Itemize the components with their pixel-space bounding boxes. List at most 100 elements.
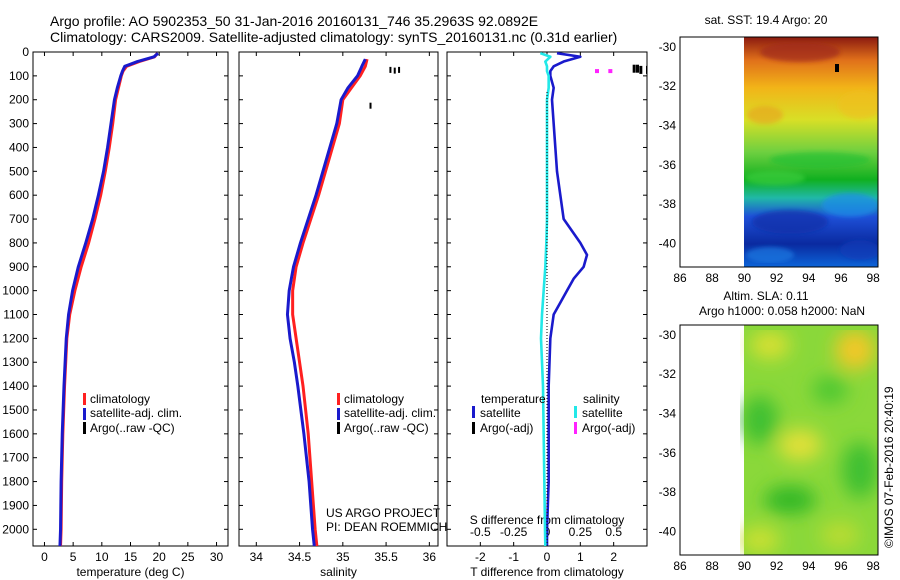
x-tick-label: 1 — [577, 550, 584, 564]
legend-argo-swatch — [83, 422, 86, 434]
sla-map: Altim. SLA: 0.11 Argo h1000: 0.058 h2000… — [679, 289, 879, 556]
series-line — [539, 52, 552, 546]
map-x-tick-label: 94 — [802, 559, 816, 573]
map-x-tick-label: 86 — [673, 271, 687, 285]
difference-legend: temperature salinity satellite Argo(-adj… — [472, 392, 635, 435]
argo-t-point — [636, 64, 639, 73]
y-tick-label: 300 — [9, 117, 29, 131]
legend-satellite-label: satellite-adj. clim. — [90, 406, 182, 420]
series-line — [291, 58, 369, 546]
y-tick-label: 1400 — [2, 379, 29, 393]
sla-map-subtitle: Argo h1000: 0.058 h2000: NaN — [699, 304, 865, 318]
top-tick-label: 0.25 — [569, 525, 593, 539]
map-x-tick-label: 96 — [834, 271, 848, 285]
y-tick-label: 1100 — [3, 308, 29, 322]
map-y-tick-label: -30 — [659, 40, 677, 54]
y-tick-label: 700 — [9, 212, 29, 226]
top-tick-label: -0.25 — [500, 525, 528, 539]
map-y-tick-label: -34 — [659, 118, 677, 132]
legend-climatology-swatch — [337, 393, 340, 405]
y-tick-label: 600 — [9, 188, 29, 202]
x-tick-label: 25 — [181, 550, 195, 564]
map-x-tick-label: 90 — [738, 559, 752, 573]
temperature-legend: climatology satellite-adj. clim. Argo(..… — [83, 392, 182, 435]
salinity-panel — [238, 51, 439, 547]
sla-texture — [740, 330, 878, 554]
argo-point — [369, 102, 372, 109]
argo-s-point — [595, 69, 599, 74]
legend-s-argo-label: Argo(-adj) — [582, 421, 635, 435]
x-tick-label: 35 — [336, 550, 350, 564]
salinity-legend: climatology satellite-adj. clim. Argo(..… — [337, 392, 436, 435]
series-line — [58, 52, 160, 546]
legend-satellite-swatch — [83, 408, 86, 420]
legend-s-satellite-label: satellite — [582, 406, 623, 420]
x-axis-label: temperature (deg C) — [76, 565, 184, 579]
credit-project: US ARGO PROJECT — [326, 506, 441, 520]
map-x-tick-label: 90 — [738, 271, 752, 285]
argo-point — [398, 66, 401, 73]
sst-map-title: sat. SST: 19.4 Argo: 20 — [705, 13, 828, 27]
header-line-2: Climatology: CARS2009. Satellite-adjuste… — [50, 29, 617, 45]
series-line — [285, 58, 367, 546]
y-tick-label: 1300 — [2, 355, 29, 369]
sst-map: sat. SST: 19.4 Argo: 20 — [679, 13, 879, 268]
argo-t-point — [639, 65, 643, 74]
legend-satellite-swatch — [337, 408, 340, 420]
map-x-tick-label: 98 — [866, 559, 880, 573]
header-line-1: Argo profile: AO 5902353_50 31-Jan-2016 … — [50, 13, 538, 29]
map-x-tick-label: 88 — [706, 271, 720, 285]
argo-s-point — [608, 69, 613, 74]
legend-argo-label: Argo(..raw -QC) — [344, 421, 429, 435]
legend-temperature-title: temperature — [481, 392, 546, 406]
legend-t-argo-label: Argo(-adj) — [480, 421, 533, 435]
map-y-tick-label: -40 — [659, 236, 677, 250]
legend-argo-swatch — [337, 422, 340, 434]
map-y-tick-label: -38 — [659, 485, 677, 499]
top-tick-label: 0.5 — [605, 525, 622, 539]
y-tick-label: 100 — [9, 69, 29, 83]
top-tick-label: -0.5 — [470, 525, 491, 539]
map-x-tick-label: 86 — [673, 559, 687, 573]
legend-t-argo-swatch — [472, 422, 475, 434]
x-tick-label: 15 — [124, 550, 138, 564]
x-tick-label: 0 — [41, 550, 48, 564]
map-x-tick-label: 98 — [866, 271, 880, 285]
legend-salinity-title: salinity — [583, 392, 620, 406]
argo-point — [393, 67, 396, 74]
y-tick-label: 1200 — [2, 331, 29, 345]
x-axis-label: salinity — [320, 565, 357, 579]
sst-argo-marker — [835, 64, 839, 72]
credit-pi: PI: DEAN ROEMMICH — [326, 520, 447, 534]
map-y-tick-label: -36 — [659, 158, 677, 172]
legend-s-argo-swatch — [574, 422, 577, 434]
x-tick-label: -2 — [475, 550, 486, 564]
timestamp: ©IMOS 07-Feb-2016 20:40:19 — [882, 386, 896, 548]
map-y-tick-label: -36 — [659, 446, 677, 460]
x-tick-label: 34.5 — [288, 550, 312, 564]
y-tick-label: 1800 — [2, 475, 29, 489]
y-tick-label: 800 — [9, 236, 29, 250]
y-tick-label: 900 — [9, 260, 29, 274]
map-y-tick-label: -32 — [659, 367, 677, 381]
legend-s-satellite-swatch — [574, 406, 577, 418]
map-x-tick-label: 92 — [770, 271, 784, 285]
x-tick-label: -1 — [508, 550, 519, 564]
map-y-tick-label: -30 — [659, 328, 677, 342]
legend-climatology-label: climatology — [344, 392, 404, 406]
map-y-tick-label: -34 — [659, 406, 677, 420]
x-tick-label: 5 — [70, 550, 77, 564]
legend-satellite-label: satellite-adj. clim. — [344, 406, 436, 420]
legend-climatology-label: climatology — [90, 392, 150, 406]
argo-t-point — [646, 65, 647, 74]
map-x-tick-label: 92 — [770, 559, 784, 573]
y-tick-label: 1600 — [2, 427, 29, 441]
sst-map-frame — [679, 36, 879, 268]
series-line — [545, 52, 589, 546]
x-tick-label: 2 — [610, 550, 617, 564]
y-tick-label: 1000 — [2, 284, 29, 298]
y-tick-label: 2000 — [2, 522, 29, 536]
argo-point — [389, 66, 392, 73]
x-tick-label: 30 — [210, 550, 224, 564]
